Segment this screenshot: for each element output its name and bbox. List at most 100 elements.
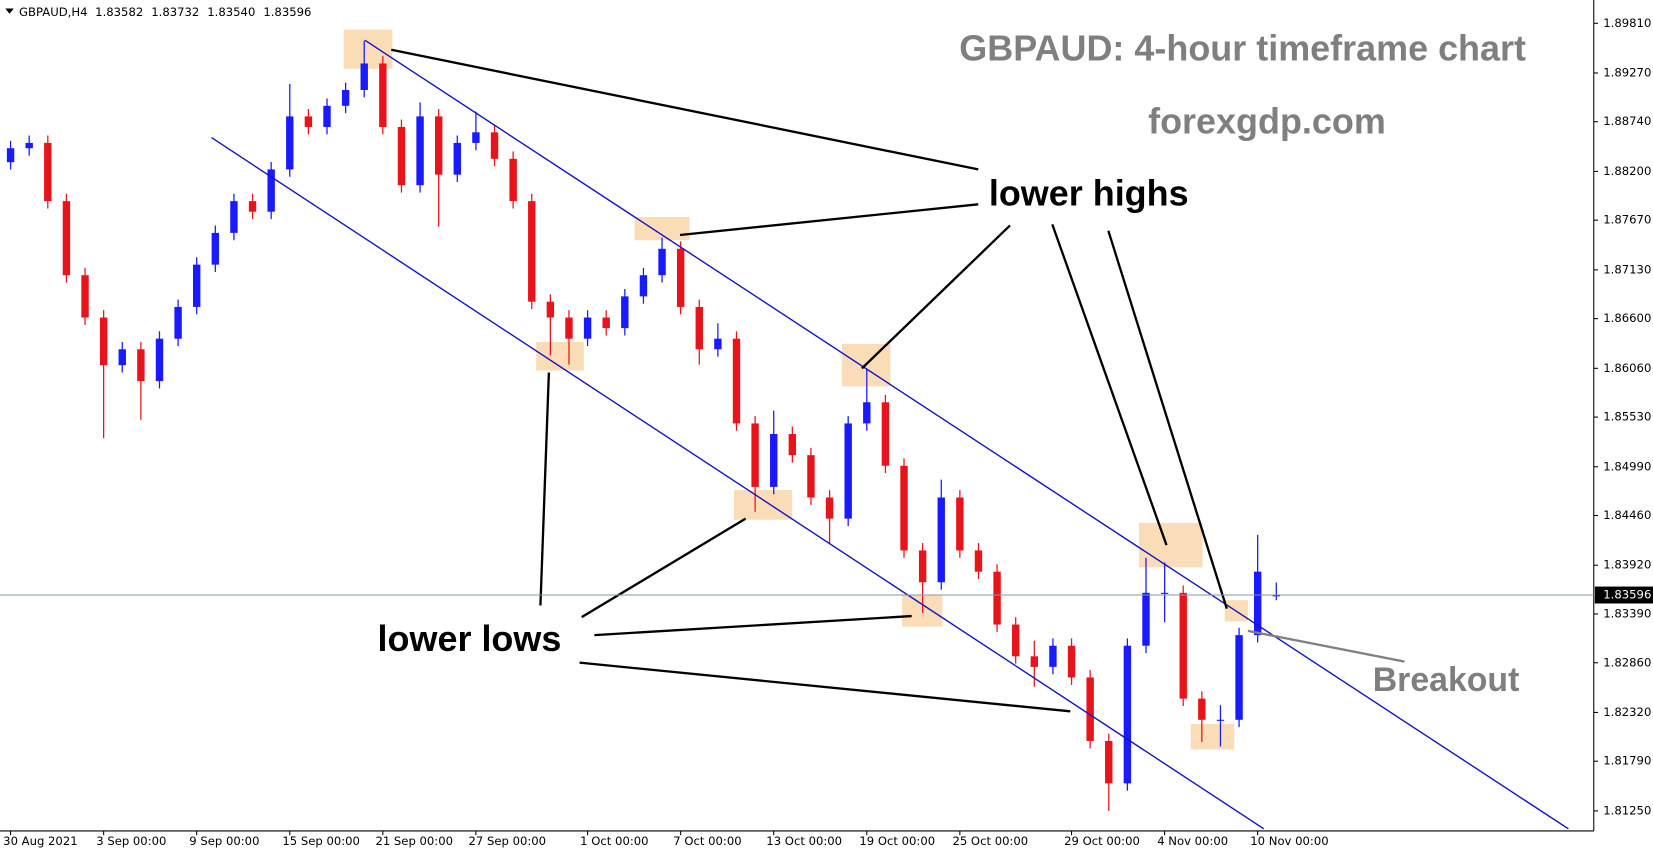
- candle-body: [807, 455, 815, 498]
- x-tick-label: 21 Sep 00:00: [375, 834, 453, 848]
- candle-body: [1049, 645, 1057, 667]
- x-tick-label: 4 Nov 00:00: [1157, 834, 1228, 848]
- y-tick-label: 1.87130: [1603, 262, 1651, 276]
- candle-body: [379, 63, 387, 127]
- candle-body: [397, 126, 406, 186]
- highlight: [634, 216, 690, 241]
- candle-body: [81, 275, 89, 318]
- candle-body: [974, 550, 983, 572]
- candle-body: [788, 434, 797, 456]
- x-tick-label: 7 Oct 00:00: [673, 834, 741, 848]
- annotation: Breakout: [1373, 661, 1520, 699]
- candle-body: [732, 338, 741, 424]
- y-tick-label: 1.86600: [1603, 311, 1651, 325]
- y-tick-label: 1.81790: [1603, 754, 1651, 768]
- candle-body: [565, 317, 573, 339]
- candle-body: [1011, 624, 1020, 657]
- candle-body: [528, 201, 536, 302]
- pointer-lines: [391, 48, 1405, 713]
- chart-subtitle: forexgdp.com: [1148, 100, 1386, 141]
- y-tick-label: 1.88200: [1603, 164, 1651, 178]
- candle-body: [267, 169, 275, 212]
- candle-body: [416, 116, 424, 186]
- x-tick-label: 25 Oct 00:00: [952, 834, 1028, 848]
- highlight: [1139, 522, 1203, 568]
- candle-body: [1235, 635, 1243, 720]
- x-tick-label: 1 Oct 00:00: [580, 834, 648, 848]
- y-tick-label: 1.85530: [1603, 410, 1651, 424]
- plot: [6, 40, 1280, 811]
- y-tick-label: 1.84990: [1603, 459, 1651, 473]
- candle-body: [434, 116, 443, 175]
- candle-body: [62, 201, 71, 276]
- y-tick-label: 1.84460: [1603, 508, 1651, 522]
- header-value: 1.83732: [151, 5, 199, 19]
- candle-body: [360, 63, 368, 90]
- candle-body: [639, 275, 648, 297]
- candle-body: [193, 264, 201, 307]
- candle-body: [918, 550, 927, 583]
- x-tick-label: 9 Sep 00:00: [189, 834, 259, 848]
- annotation: lower lows: [378, 618, 562, 659]
- candle-body: [900, 465, 908, 551]
- header-value: 1.83582: [95, 5, 143, 19]
- y-tick-label: 1.83920: [1603, 558, 1651, 572]
- pointer: [1247, 629, 1405, 663]
- candle-body: [1105, 740, 1113, 784]
- pointer: [1051, 224, 1168, 546]
- menu-arrow: [5, 8, 14, 14]
- candle-body: [714, 338, 722, 350]
- candle-body: [863, 402, 871, 424]
- pointer: [594, 614, 912, 637]
- channel-upper: [364, 39, 1569, 830]
- candle-body: [546, 301, 555, 318]
- y-tick-label: 1.89810: [1603, 16, 1651, 30]
- x-tick-label: 15 Sep 00:00: [282, 834, 360, 848]
- candle-body: [1160, 592, 1169, 594]
- y-tick-label: 1.81250: [1603, 803, 1651, 817]
- candle-body: [1272, 595, 1280, 597]
- candle-body: [658, 248, 666, 276]
- y-tick-label: 1.89270: [1603, 65, 1651, 79]
- candle-body: [304, 116, 313, 127]
- candle-body: [248, 201, 257, 212]
- highlight: [1190, 724, 1235, 750]
- candle-body: [825, 497, 834, 519]
- candle-body: [1142, 592, 1150, 646]
- candle-body: [602, 317, 610, 329]
- y-tick-label: 1.83390: [1603, 606, 1651, 620]
- candle-body: [472, 132, 480, 143]
- pointer: [539, 372, 551, 606]
- candle-body: [937, 497, 945, 583]
- y-tick-label: 1.82860: [1603, 655, 1651, 669]
- header-value: 1.83596: [263, 5, 311, 19]
- x-tick-label: 19 Oct 00:00: [859, 834, 935, 848]
- candle-body: [44, 142, 52, 202]
- candle-body: [1198, 698, 1206, 720]
- x-tick-label: 13 Oct 00:00: [766, 834, 842, 848]
- candle-body: [1123, 645, 1132, 784]
- candle-body: [844, 423, 852, 519]
- x-tick-label: 10 Nov 00:00: [1250, 834, 1328, 848]
- x-tick-label: 30 Aug 2021: [3, 834, 77, 848]
- candle-body: [323, 105, 331, 127]
- chart-title: GBPAUD: 4-hour timeframe chart: [959, 27, 1526, 68]
- pointer: [679, 203, 979, 237]
- candle-body: [286, 116, 294, 170]
- y-tick-label: 1.87670: [1603, 213, 1651, 227]
- candle-body: [118, 349, 126, 366]
- candle-body: [881, 402, 890, 466]
- candle-body: [490, 132, 499, 159]
- candle-body: [137, 349, 145, 382]
- header-value: 1.83540: [207, 5, 255, 19]
- candle-body: [621, 296, 629, 329]
- candle-body: [956, 497, 964, 551]
- x-tick-label: 29 Oct 00:00: [1064, 834, 1140, 848]
- candle-body: [230, 201, 238, 233]
- candle-body: [453, 142, 461, 175]
- candle-body: [695, 306, 703, 350]
- candle-body: [770, 434, 778, 487]
